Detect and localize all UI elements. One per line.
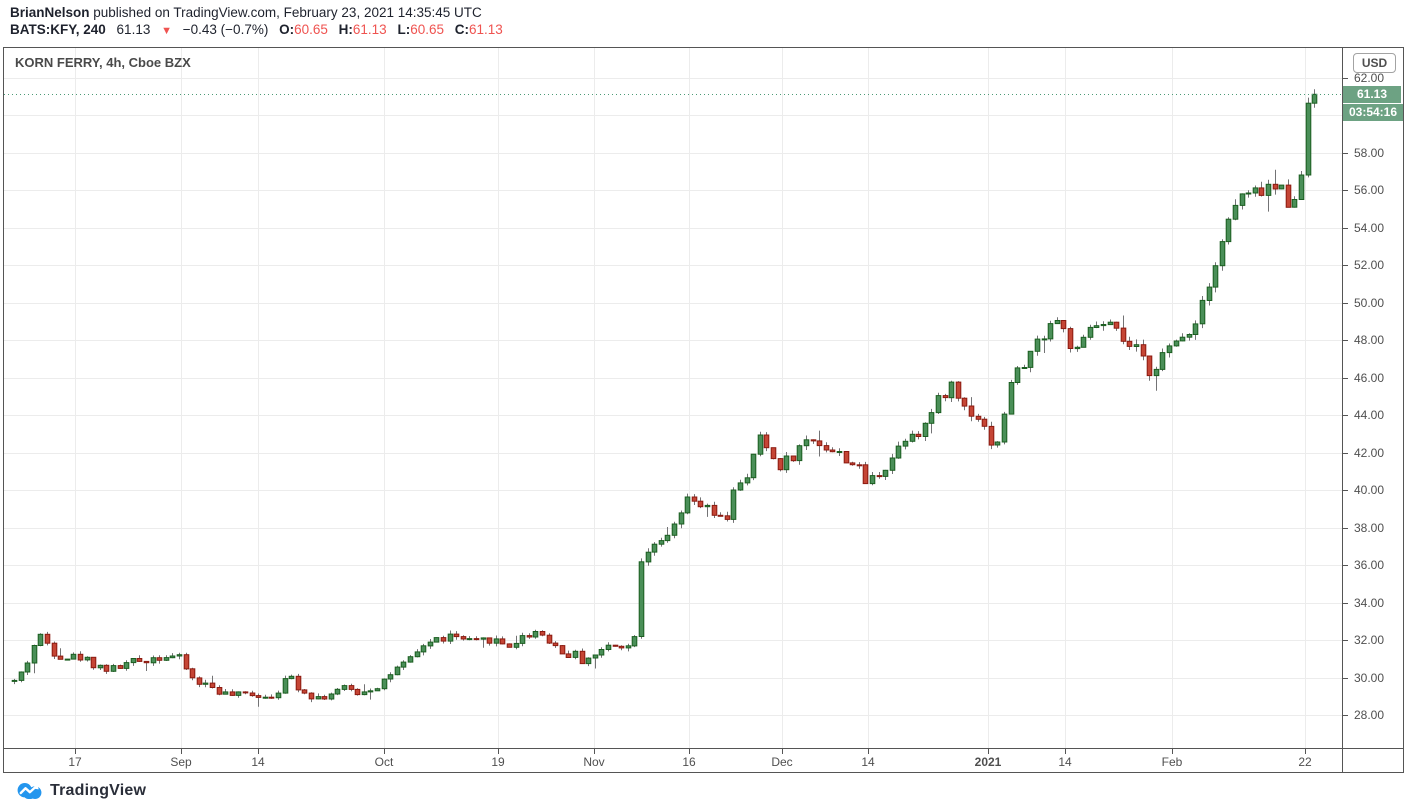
- chart-widget: KORN FERRY, 4h, Cboe BZX USD 61.13 03:54…: [3, 47, 1404, 773]
- currency-toggle-button[interactable]: USD: [1353, 53, 1396, 73]
- tradingview-logo-text: TradingView: [50, 782, 147, 799]
- tradingview-cloud-icon: [17, 783, 42, 799]
- publish-header: BrianNelson published on TradingView.com…: [10, 4, 482, 21]
- close-label: C:: [454, 22, 470, 37]
- header-change: −0.43 (−0.7%): [182, 22, 269, 37]
- price-tick: 58.00: [1343, 146, 1403, 160]
- open-value: 60.65: [294, 22, 328, 37]
- author-name: BrianNelson: [10, 5, 90, 20]
- symbol-header: BATS:KFY, 240 61.13 ▼ −0.43 (−0.7%) O:60…: [10, 21, 503, 40]
- price-tick: 44.00: [1343, 408, 1403, 422]
- time-axis[interactable]: 17 Sep 14 Oct 19 Nov 16 Dec 14 2021 14 Feb 22: [4, 749, 1342, 773]
- price-tick: 42.00: [1343, 446, 1403, 460]
- price-tick: 46.00: [1343, 371, 1403, 385]
- price-tick: 38.00: [1343, 521, 1403, 535]
- price-tick: 36.00: [1343, 558, 1403, 572]
- high-label: H:: [338, 22, 353, 37]
- low-value: 60.65: [410, 22, 445, 37]
- bar-countdown-badge: 03:54:16: [1343, 103, 1403, 121]
- close-value: 61.13: [469, 22, 503, 37]
- price-tick: 50.00: [1343, 296, 1403, 310]
- price-axis-separator: [1342, 48, 1343, 772]
- low-label: L:: [397, 22, 411, 37]
- price-tick: 34.00: [1343, 596, 1403, 610]
- chart-legend: KORN FERRY, 4h, Cboe BZX: [15, 55, 191, 70]
- chart-pane[interactable]: KORN FERRY, 4h, Cboe BZX: [4, 48, 1342, 748]
- price-axis[interactable]: USD 61.13 03:54:16 62.00 58.00 56.00 54.00 5…: [1343, 48, 1403, 748]
- high-value: 61.13: [352, 22, 387, 37]
- candlestick-plot: [4, 48, 1342, 748]
- price-tick: 52.00: [1343, 258, 1403, 272]
- last-price-badge: 61.13: [1343, 85, 1401, 103]
- price-tick: 30.00: [1343, 671, 1403, 685]
- price-tick: 32.00: [1343, 633, 1403, 647]
- price-tick: 48.00: [1343, 333, 1403, 347]
- tradingview-logo[interactable]: TradingView: [16, 779, 146, 803]
- price-tick: 62.00: [1343, 71, 1403, 85]
- price-tick: 56.00: [1343, 183, 1403, 197]
- time-axis-separator: [4, 748, 1403, 749]
- open-label: O:: [279, 22, 295, 37]
- price-tick: 28.00: [1343, 708, 1403, 722]
- symbol-name: BATS:KFY, 240: [10, 22, 106, 37]
- header-last-price: 61.13: [116, 22, 151, 37]
- price-tick: 40.00: [1343, 483, 1403, 497]
- down-arrow-icon: ▼: [161, 25, 172, 37]
- publish-info: published on TradingView.com, February 2…: [89, 5, 482, 20]
- price-tick: 54.00: [1343, 221, 1403, 235]
